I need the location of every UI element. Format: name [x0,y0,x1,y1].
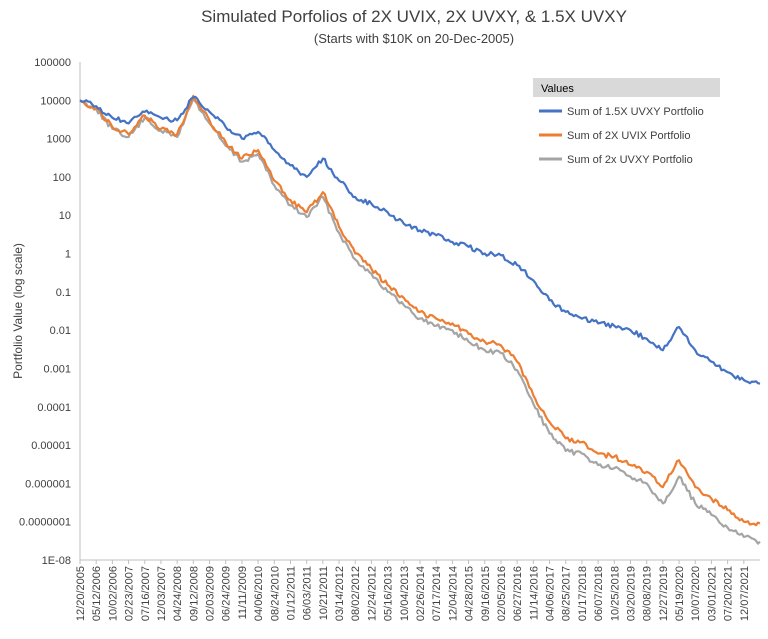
y-tick-label: 10 [59,210,71,222]
x-tick-label: 12/27/2019 [658,566,670,621]
x-tick-label: 06/07/2018 [593,566,605,621]
chart-subtitle: (Starts with $10K on 20-Dec-2005) [314,31,514,46]
series-layer [79,94,761,545]
x-tick-label: 08/25/2017 [561,566,573,621]
x-tick-label: 06/24/2009 [221,566,233,621]
x-tick-label: 07/17/2014 [431,566,443,621]
x-tick-label: 03/14/2012 [334,566,346,621]
y-tick-label: 1000 [47,134,71,146]
x-tick-label: 07/16/2007 [140,566,152,621]
x-axis-ticks: 12/20/2005 05/12/2006 10/02/2006 02/23/2007… [75,560,751,621]
x-tick-label: 12/03/2007 [156,566,168,621]
x-tick-label: 08/02/2012 [350,566,362,621]
x-tick-label: 10/07/2020 [690,566,702,621]
legend-items: Sum of 1.5X UVXY Portfolio Sum of 2X UVIX… [539,106,704,166]
x-tick-label: 10/04/2013 [399,566,411,621]
x-tick-label: 02/05/2016 [496,566,508,621]
x-tick-label: 04/28/2015 [464,566,476,621]
x-tick-label: 11/14/2016 [528,566,540,620]
y-tick-label: 1 [65,249,71,261]
x-tick-label: 02/26/2014 [415,566,427,621]
x-tick-label: 08/24/2010 [269,566,281,621]
x-tick-label: 12/07/2021 [739,566,751,621]
legend-label: Sum of 1.5X UVXY Portfolio [567,106,704,118]
y-tick-label: 100 [53,172,71,184]
y-axis-title: Portfolio Value (log scale) [11,243,25,379]
y-tick-label: 0.000001 [25,478,71,490]
x-tick-label: 11/11/2009 [237,566,249,619]
x-tick-label: 09/16/2015 [480,566,492,621]
legend-label: Sum of 2X UVIX Portfolio [567,130,691,142]
x-tick-label: 12/04/2014 [447,566,459,621]
x-tick-label: 09/12/2008 [188,566,200,621]
y-tick-label: 100000 [34,57,71,69]
x-tick-label: 04/06/2017 [545,566,557,621]
y-tick-label: 0.001 [43,363,71,375]
x-tick-label: 12/24/2012 [366,566,378,621]
x-tick-label: 06/27/2016 [512,566,524,621]
x-tick-label: 10/25/2018 [609,566,621,621]
x-tick-label: 02/23/2007 [124,566,136,621]
y-tick-label: 10000 [40,95,71,107]
x-tick-label: 05/19/2020 [674,566,686,621]
x-tick-label: 01/17/2018 [577,566,589,621]
x-tick-label: 03/20/2019 [625,566,637,621]
legend-label: Sum of 2x UVXY Portfolio [567,154,693,166]
y-tick-label: 1E-08 [42,555,71,567]
x-tick-label: 05/16/2013 [383,566,395,621]
x-tick-label: 07/20/2021 [723,566,735,621]
y-tick-label: 0.00001 [31,440,71,452]
x-tick-label: 03/01/2021 [706,566,718,621]
legend-header-bar [533,78,720,97]
y-tick-label: 0.01 [50,325,71,337]
x-tick-label: 01/12/2011 [285,566,297,620]
y-tick-label: 0.0000001 [19,517,71,529]
x-tick-label: 05/12/2006 [91,566,103,621]
x-tick-label: 10/02/2006 [107,566,119,621]
x-tick-label: 02/03/2009 [205,566,217,621]
series-line-0 [79,95,761,385]
y-tick-label: 0.1 [56,287,71,299]
series-line-1 [79,94,761,527]
chart-title: Simulated Porfolios of 2X UVIX, 2X UVXY,… [201,7,627,26]
x-tick-label: 04/24/2008 [172,566,184,621]
y-axis-ticks: 100000 10000 1000 100 10 1 0.1 0.01 0.001 0.0001 0… [19,57,71,567]
y-tick-label: 0.0001 [37,402,71,414]
legend-title: Values [541,83,574,95]
x-tick-label: 10/21/2011 [318,566,330,620]
x-tick-label: 06/03/2011 [302,566,314,620]
x-tick-label: 04/06/2010 [253,566,265,621]
x-tick-label: 08/08/2019 [642,566,654,621]
x-tick-label: 12/20/2005 [75,566,87,621]
